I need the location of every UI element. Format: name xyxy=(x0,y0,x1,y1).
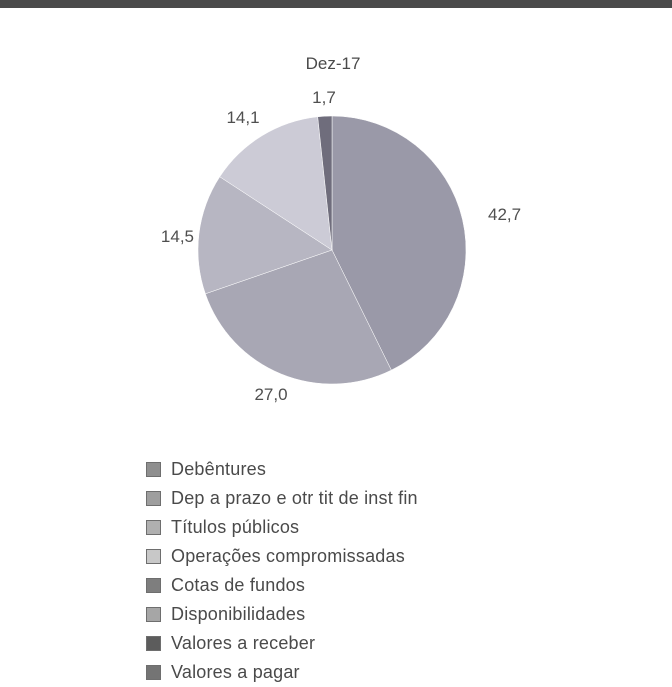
legend-label: Dep a prazo e otr tit de inst fin xyxy=(171,488,418,508)
legend-swatch xyxy=(146,462,161,477)
chart-title: Dez-17 xyxy=(306,54,361,73)
legend-item: Dep a prazo e otr tit de inst fin xyxy=(146,484,418,513)
slice-label: 14,1 xyxy=(226,108,259,127)
legend-item: Títulos públicos xyxy=(146,513,418,542)
slice-label: 27,0 xyxy=(254,385,287,404)
legend-swatch xyxy=(146,636,161,651)
pie-labels: 42,7 27,0 14,5 14,1 1,7 xyxy=(161,88,521,404)
legend-swatch xyxy=(146,520,161,535)
legend-item: Disponibilidades xyxy=(146,600,418,629)
legend-swatch xyxy=(146,549,161,564)
legend-label: Debêntures xyxy=(171,459,267,479)
legend-swatch xyxy=(146,607,161,622)
legend-label: Cotas de fundos xyxy=(171,575,306,595)
legend-label: Títulos públicos xyxy=(171,517,300,537)
legend-label: Valores a receber xyxy=(171,633,316,653)
pie-chart: Dez-17 42,7 27,0 14,5 14,1 1,7 xyxy=(161,54,521,404)
legend-label: Valores a pagar xyxy=(171,662,300,682)
legend-item: Debêntures xyxy=(146,455,418,484)
slice-label: 1,7 xyxy=(312,88,336,107)
legend-item: Cotas de fundos xyxy=(146,571,418,600)
slice-label: 42,7 xyxy=(488,205,521,224)
slice-label: 14,5 xyxy=(161,227,194,246)
pie-slice-t-tulos-p-blicos xyxy=(197,176,333,295)
legend-item: Valores a receber xyxy=(146,629,418,658)
chart-legend: Debêntures Dep a prazo e otr tit de inst … xyxy=(146,455,418,687)
pie-slice-opera-es-compromissadas xyxy=(219,116,333,251)
legend-swatch xyxy=(146,578,161,593)
pie-slice-deb-ntures xyxy=(331,115,467,371)
pie-slice-valores-a-receber xyxy=(317,115,333,251)
legend-swatch xyxy=(146,491,161,506)
legend-item: Valores a pagar xyxy=(146,658,418,687)
legend-item: Operações compromissadas xyxy=(146,542,418,571)
legend-label: Disponibilidades xyxy=(171,604,306,624)
legend-label: Operações compromissadas xyxy=(171,546,405,566)
pie-slices xyxy=(197,115,467,385)
top-border-bar xyxy=(0,0,672,8)
pie-slice-dep-a-prazo-e-otr-tit-de-inst-fin xyxy=(205,249,392,385)
